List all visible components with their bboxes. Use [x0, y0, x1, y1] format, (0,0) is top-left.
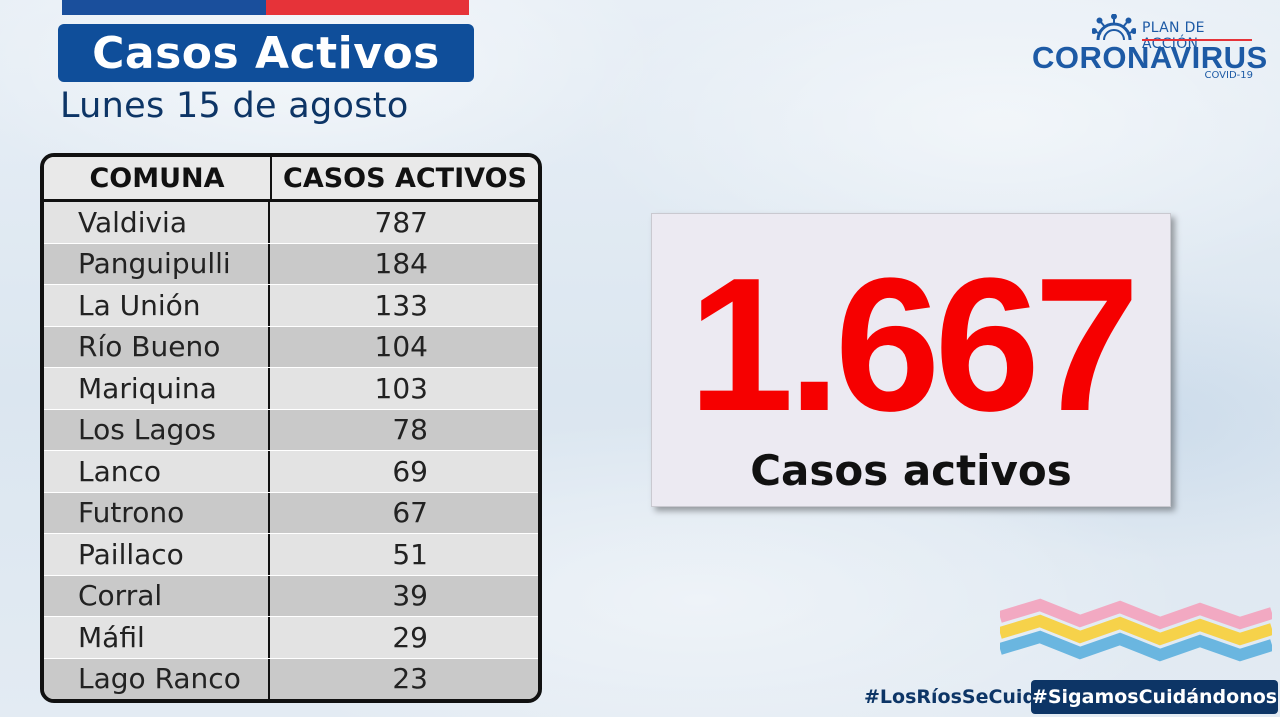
total-card: 1.667 Casos activos [651, 213, 1171, 507]
cell-casos: 23 [392, 662, 428, 696]
flag-stripe [62, 0, 469, 15]
cell-comuna: Panguipulli [44, 243, 270, 284]
cell-comuna: Máfil [44, 617, 270, 658]
table-row: Lago Ranco 23 [44, 658, 538, 699]
table-body: Valdivia 787 Panguipulli 184 La Unión 133 Río … [44, 202, 538, 699]
logo-divider [1142, 39, 1252, 41]
decorative-waves [1000, 598, 1272, 662]
cell-casos: 29 [392, 620, 428, 654]
cell-casos: 787 [374, 205, 428, 239]
table-row: Valdivia 787 [44, 202, 538, 244]
table-row: Lanco 69 [44, 451, 538, 493]
table-row: Corral 39 [44, 575, 538, 617]
cell-comuna: Futrono [44, 492, 270, 533]
table-header: COMUNA CASOS ACTIVOS [44, 157, 538, 202]
table-row: Panguipulli 184 [44, 243, 538, 285]
flag-stripe-red [266, 0, 469, 15]
cell-comuna: Los Lagos [44, 409, 270, 450]
cases-table: COMUNA CASOS ACTIVOS Valdivia 787 Panguipu… [40, 153, 542, 703]
report-date: Lunes 15 de agosto [60, 86, 409, 126]
wave-blue [1000, 630, 1272, 662]
plan-accion-logo: PLAN DE ACCIÓN CORONAVIRUS COVID-19 [1030, 12, 1267, 84]
hashtag-sigamos-badge: #SigamosCuidándonos [1031, 680, 1278, 714]
total-label: Casos activos [750, 446, 1072, 495]
cell-comuna: Mariquina [44, 368, 270, 409]
cell-comuna: La Unión [44, 285, 270, 326]
column-header-casos: CASOS ACTIVOS [283, 162, 527, 194]
table-row: Máfil 29 [44, 617, 538, 659]
column-header-comuna: COMUNA [44, 157, 272, 199]
wave-yellow [1000, 614, 1272, 646]
virus-icon [1092, 14, 1136, 40]
cell-casos: 133 [374, 288, 428, 322]
cell-comuna: Valdivia [44, 202, 270, 243]
cell-comuna: Corral [44, 575, 270, 616]
cell-casos: 69 [392, 454, 428, 488]
cell-casos: 103 [374, 371, 428, 405]
wave-pink [1000, 598, 1272, 630]
table-row: Los Lagos 78 [44, 409, 538, 451]
cell-casos: 39 [392, 579, 428, 613]
cell-comuna: Lago Ranco [44, 658, 270, 699]
cell-casos: 67 [392, 496, 428, 530]
cell-comuna: Lanco [44, 451, 270, 492]
cell-casos: 184 [374, 247, 428, 281]
hashtag-los-rios: #LosRíosSeCuida [864, 686, 1049, 708]
table-row: Paillaco 51 [44, 534, 538, 576]
total-value: 1.667 [688, 239, 1139, 451]
title-banner: Casos Activos [58, 24, 474, 82]
table-row: Futrono 67 [44, 492, 538, 534]
table-row: Mariquina 103 [44, 368, 538, 410]
logo-sub-text: COVID-19 [1204, 70, 1253, 81]
page-title: Casos Activos [92, 27, 440, 79]
cell-casos: 51 [392, 537, 428, 571]
cell-comuna: Paillaco [44, 534, 270, 575]
cell-casos: 104 [374, 330, 428, 364]
cell-casos: 78 [392, 413, 428, 447]
logo-brand-text: CORONAVIRUS [1032, 40, 1268, 75]
table-row: Río Bueno 104 [44, 326, 538, 368]
hashtag-sigamos: #SigamosCuidándonos [1031, 686, 1278, 708]
cell-comuna: Río Bueno [44, 326, 270, 367]
flag-stripe-blue [62, 0, 266, 15]
table-row: La Unión 133 [44, 285, 538, 327]
